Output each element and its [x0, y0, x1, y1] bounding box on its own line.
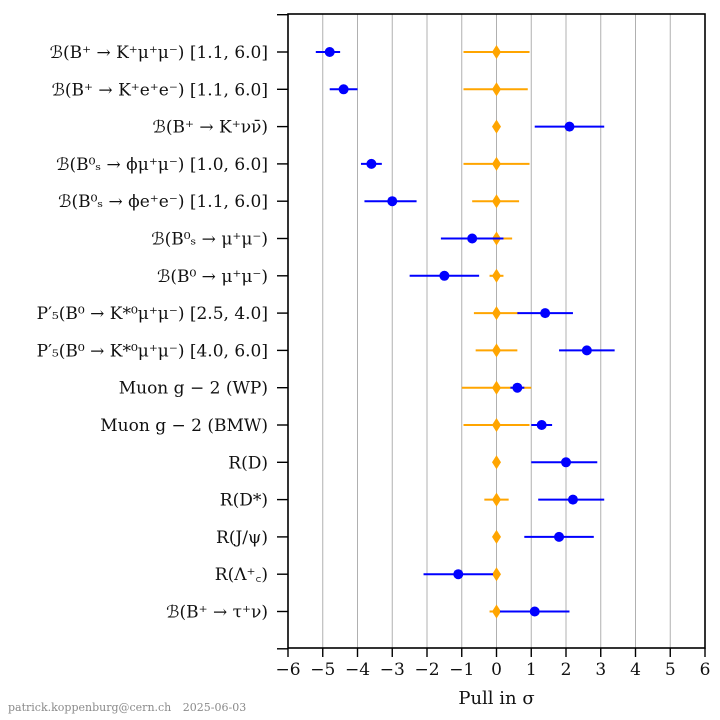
series-layer [315, 45, 615, 619]
category-label: R(J/ψ) [216, 528, 268, 548]
reference-point [492, 343, 501, 358]
data-point [564, 121, 575, 132]
x-tick-label: 2 [561, 660, 572, 680]
reference-point [492, 418, 501, 432]
reference-point [492, 194, 501, 209]
grid-lines [322, 14, 671, 648]
data-point [324, 47, 335, 57]
data-point [581, 345, 592, 356]
reference-point [492, 306, 501, 321]
x-tick-label: 1 [526, 660, 537, 680]
reference-point [492, 380, 501, 395]
data-point [540, 308, 551, 319]
x-tick-label: −6 [275, 660, 300, 680]
data-point [439, 270, 450, 281]
x-tick-label: −3 [380, 660, 405, 680]
credit-text: patrick.koppenburg@cern.ch 2025-06-03 [8, 701, 246, 714]
reference-point [492, 82, 501, 97]
data-point [561, 457, 571, 468]
x-axis-label: Pull in σ [458, 688, 534, 709]
reference-point [492, 604, 501, 619]
category-label: R(Λ⁺꜀) [215, 565, 268, 585]
data-point [529, 606, 540, 617]
x-tick-label: 4 [630, 660, 641, 680]
reference-point [492, 45, 501, 59]
category-label: Muon g − 2 (BMW) [100, 416, 268, 436]
data-point [512, 382, 523, 393]
category-label: ℬ(B⁰ₛ → ϕμ⁺μ⁻) [1.0, 6.0] [56, 155, 268, 175]
x-tick-label: −2 [414, 660, 439, 680]
data-point [387, 196, 398, 207]
data-point [536, 420, 547, 430]
reference-point [492, 529, 501, 544]
x-tick-label: −5 [310, 660, 335, 680]
y-axis: ℬ(B⁺ → K⁺μ⁺μ⁻) [1.1, 6.0] ℬ(B⁺ → K⁺e⁺e⁻) … [37, 13, 288, 650]
category-label: ℬ(B⁺ → K⁺μ⁺μ⁻) [1.1, 6.0] [50, 43, 268, 63]
category-label: ℬ(B⁺ → τ⁺ν) [166, 603, 268, 623]
credit-author: patrick.koppenburg@cern.ch [8, 701, 171, 714]
reference-point [492, 455, 501, 470]
category-label: ℬ(B⁺ → K⁺e⁺e⁻) [1.1, 6.0] [52, 80, 268, 100]
x-axis: −6 −5 −4 −3 −2 −1 0 1 2 3 4 5 6 [275, 648, 710, 680]
category-label: ℬ(B⁺ → K⁺νν̄) [153, 118, 269, 138]
x-tick-label: 5 [665, 660, 676, 680]
reference-point [492, 567, 501, 582]
data-point [338, 84, 349, 95]
x-tick-label: 6 [700, 660, 711, 680]
data-point [467, 233, 478, 244]
x-tick-label: 0 [491, 660, 502, 680]
data-point [554, 531, 565, 542]
category-label: ℬ(B⁰ₛ → ϕe⁺e⁻) [1.1, 6.0] [58, 192, 268, 212]
category-label: R(D*) [220, 491, 268, 511]
data-point [366, 158, 377, 169]
data-point [453, 569, 464, 580]
reference-point [492, 492, 501, 507]
category-label: ℬ(B⁰ₛ → μ⁺μ⁻) [151, 230, 268, 250]
reference-point [492, 119, 501, 134]
category-label: ℬ(B⁰ → μ⁺μ⁻) [157, 267, 268, 287]
category-label: Muon g − 2 (WP) [119, 379, 268, 399]
reference-point [492, 268, 501, 283]
credit-date: 2025-06-03 [183, 701, 246, 714]
category-label: P′₅(B⁰ → K*⁰μ⁺μ⁻) [4.0, 6.0] [37, 341, 268, 361]
reference-point [492, 156, 501, 171]
x-tick-label: −1 [449, 660, 474, 680]
data-point [567, 494, 578, 505]
category-label: P′₅(B⁰ → K*⁰μ⁺μ⁻) [2.5, 4.0] [37, 304, 268, 324]
x-tick-label: −4 [345, 660, 370, 680]
x-tick-label: 3 [595, 660, 606, 680]
category-label: R(D) [228, 453, 268, 473]
